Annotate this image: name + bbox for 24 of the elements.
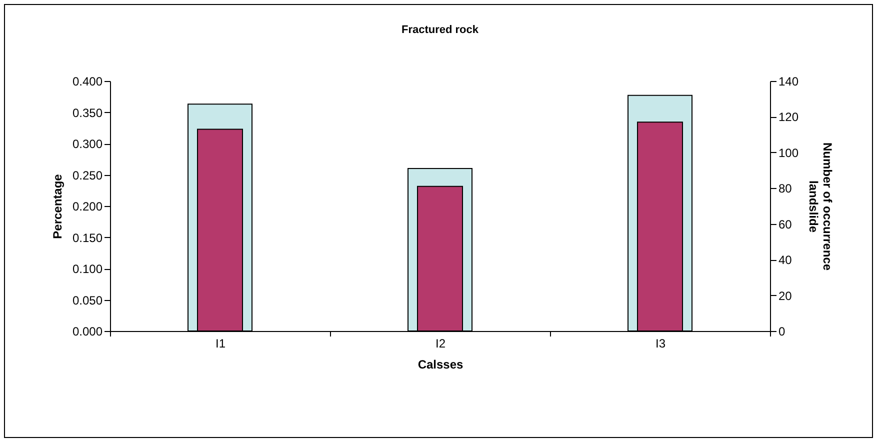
y2-tick-label: 40 (778, 253, 792, 268)
y-tick-label: 0.150 (72, 230, 103, 245)
x-tick-label: I3 (655, 336, 666, 350)
y-tick-label: 0.000 (72, 324, 103, 338)
y2-tick-label: 120 (778, 110, 799, 124)
x-tick-label: I2 (435, 336, 446, 350)
y-tick-label: 0.200 (72, 200, 103, 214)
y2-axis-title: Number of occurrence landslide (806, 142, 835, 271)
y-tick-label: 0.300 (72, 137, 103, 151)
x-tick-label: I1 (215, 336, 226, 350)
y2-tick-label: 20 (778, 288, 792, 303)
y-axis-title: Percentage (50, 174, 64, 239)
y2-tick-label: 0 (778, 324, 786, 338)
y-tick-label: 0.250 (72, 168, 103, 182)
x-axis-title: Calsses (418, 358, 464, 372)
y-tick-label: 0.400 (72, 74, 103, 88)
y2-tick-label: 140 (778, 74, 799, 88)
y2-tick-label: 80 (778, 182, 792, 196)
y-tick-label: 0.350 (72, 106, 103, 120)
chart-title: Fractured rock (401, 24, 480, 36)
y-tick-label: 0.100 (72, 262, 103, 276)
y2-tick-label: 100 (778, 146, 799, 160)
y2-tick-label: 60 (778, 217, 792, 232)
y-tick-label: 0.050 (72, 293, 103, 308)
